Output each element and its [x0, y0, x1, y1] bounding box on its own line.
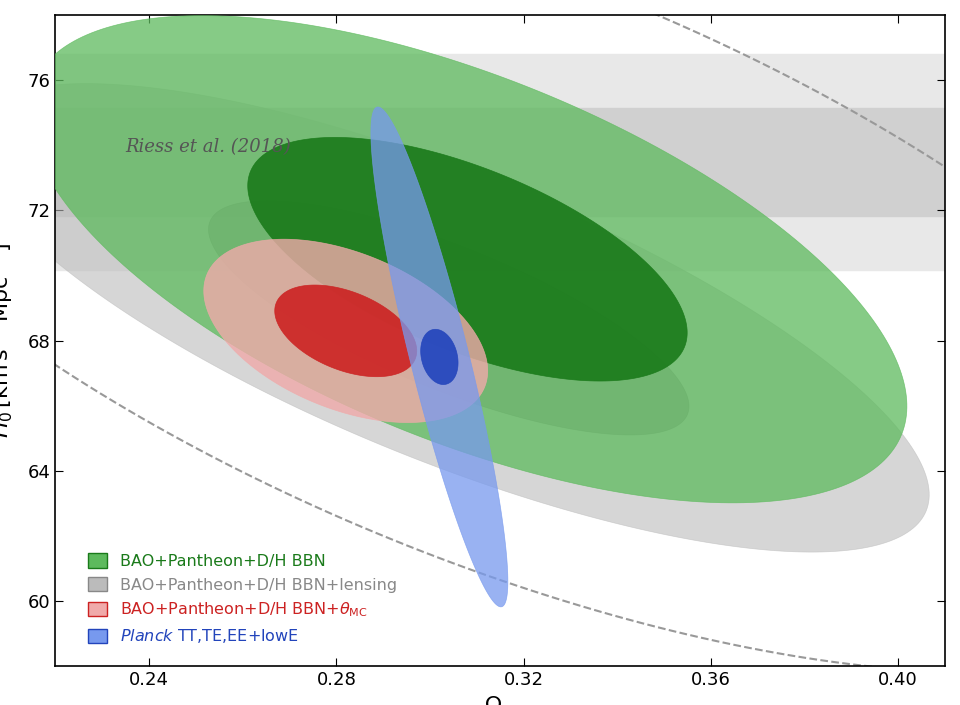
- Text: Riess et al. (2018): Riess et al. (2018): [126, 137, 292, 156]
- Legend: BAO+Pantheon+D/H BBN, BAO+Pantheon+D/H BBN+lensing, BAO+Pantheon+D/H BBN+$\theta: BAO+Pantheon+D/H BBN, BAO+Pantheon+D/H B…: [82, 547, 403, 652]
- Polygon shape: [28, 16, 907, 503]
- Polygon shape: [371, 107, 508, 607]
- Polygon shape: [275, 285, 417, 376]
- Bar: [56, 54, 945, 270]
- Polygon shape: [0, 84, 929, 552]
- Polygon shape: [248, 137, 687, 381]
- Polygon shape: [208, 201, 689, 435]
- X-axis label: $\Omega_m$: $\Omega_m$: [484, 694, 516, 705]
- Bar: [56, 108, 945, 216]
- Y-axis label: $H_0\,[\mathrm{km\,s^{-1}\,Mpc^{-1}}]$: $H_0\,[\mathrm{km\,s^{-1}\,Mpc^{-1}}]$: [0, 243, 16, 438]
- Polygon shape: [204, 239, 488, 422]
- Polygon shape: [420, 329, 458, 384]
